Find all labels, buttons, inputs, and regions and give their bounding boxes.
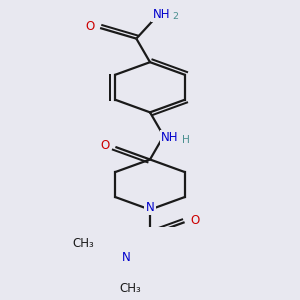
Text: CH₃: CH₃ [73,237,94,250]
Text: 2: 2 [172,12,178,21]
Text: H: H [182,135,190,145]
Text: N: N [122,251,130,264]
Text: CH₃: CH₃ [119,282,141,296]
Text: N: N [146,201,154,214]
Text: O: O [85,20,94,33]
Text: O: O [100,139,110,152]
Text: NH: NH [161,131,179,144]
Text: O: O [190,214,200,227]
Text: NH: NH [153,8,170,21]
